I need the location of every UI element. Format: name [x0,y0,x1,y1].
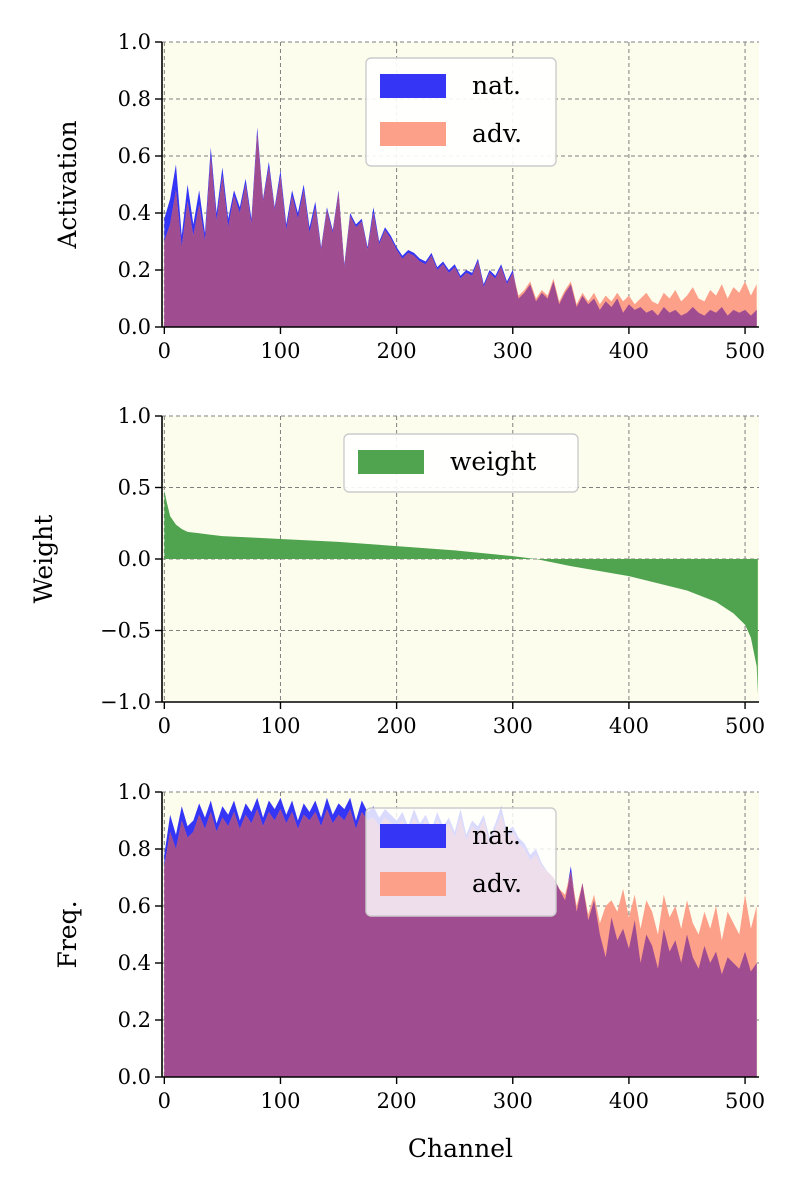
y-tick-label: 0.4 [118,951,151,975]
mark-layer [164,797,757,1077]
axes-layer [161,792,759,1078]
x-tick-label: 500 [725,714,765,738]
y-tick-label: 1.0 [118,404,151,428]
tick-layer: 0 100 200 300 400 500 0.0 0.2 0.4 0.6 0.8 1.0 [118,30,766,363]
x-tick-label: 100 [260,1089,300,1113]
y-axis-label: Activation [53,120,82,249]
x-tick-label: 0 [158,714,171,738]
x-tick-label: 200 [377,1089,417,1113]
y-tick-label: 0.0 [118,547,151,571]
mark-layer [164,127,757,327]
y-tick-label: 1.0 [118,30,151,54]
legend-label: adv. [472,119,522,148]
legend-swatch [380,122,446,146]
x-tick-label: 0 [158,339,171,363]
y-tick-label: 0.6 [118,894,151,918]
legend-swatch [380,74,446,98]
tick-layer: 0 100 200 300 400 500 −1.0 −0.5 0.0 0.5 1.0 [100,404,765,738]
chart-frequency: 0 100 200 300 400 500 0.0 0.2 0.4 0.6 0.8 1.0 Freq.… [53,780,765,1163]
legend: weight [343,433,579,493]
legend-box [343,433,579,493]
axes-layer [161,42,759,328]
x-tick-label: 300 [493,714,533,738]
mark-layer [164,490,758,695]
legend: nat. adv. [365,57,557,167]
x-tick-label: 400 [609,714,649,738]
x-tick-label: 100 [260,714,300,738]
chart-weight: 0 100 200 300 400 500 −1.0 −0.5 0.0 0.5 1.0 Weight… [29,404,765,738]
tick-layer: 0 100 200 300 400 500 0.0 0.2 0.4 0.6 0.8 1.0 [118,780,766,1113]
legend-label: nat. [472,71,521,100]
y-tick-label: 0.6 [118,144,151,168]
legend-label: weight [450,447,536,476]
area-overlap [164,133,757,327]
legend: nat. adv. [365,807,557,917]
y-tick-label: 0.8 [118,837,151,861]
y-tick-label: 0.2 [118,258,151,282]
legend-label: adv. [472,869,522,898]
y-tick-label: 0.0 [118,315,151,339]
y-tick-label: 0.2 [118,1008,151,1032]
y-tick-label: 0.5 [118,476,151,500]
x-axis-label: Channel [408,1134,513,1163]
legend-swatch [380,872,446,896]
y-tick-label: 0.8 [118,87,151,111]
x-tick-label: 200 [377,339,417,363]
y-tick-label: −1.0 [100,690,151,714]
y-tick-label: 0.4 [118,201,151,225]
x-tick-label: 500 [725,339,765,363]
y-tick-label: 1.0 [118,780,151,804]
chart-activation: 0 100 200 300 400 500 0.0 0.2 0.4 0.6 0.8 1.0 Activ… [53,30,765,363]
x-tick-label: 200 [377,714,417,738]
legend-swatch [380,824,446,848]
legend-label: nat. [472,821,521,850]
y-axis-label: Freq. [53,900,82,968]
x-tick-label: 400 [609,339,649,363]
legend-swatch [358,450,424,474]
y-tick-label: −0.5 [100,619,151,643]
x-tick-label: 400 [609,1089,649,1113]
area-series-weight [164,490,758,695]
x-tick-label: 100 [260,339,300,363]
y-axis-label: Weight [29,515,58,604]
x-tick-label: 300 [493,339,533,363]
x-tick-label: 500 [725,1089,765,1113]
x-tick-label: 300 [493,1089,533,1113]
x-tick-label: 0 [158,1089,171,1113]
area-overlap [164,809,757,1077]
y-tick-label: 0.0 [118,1065,151,1089]
